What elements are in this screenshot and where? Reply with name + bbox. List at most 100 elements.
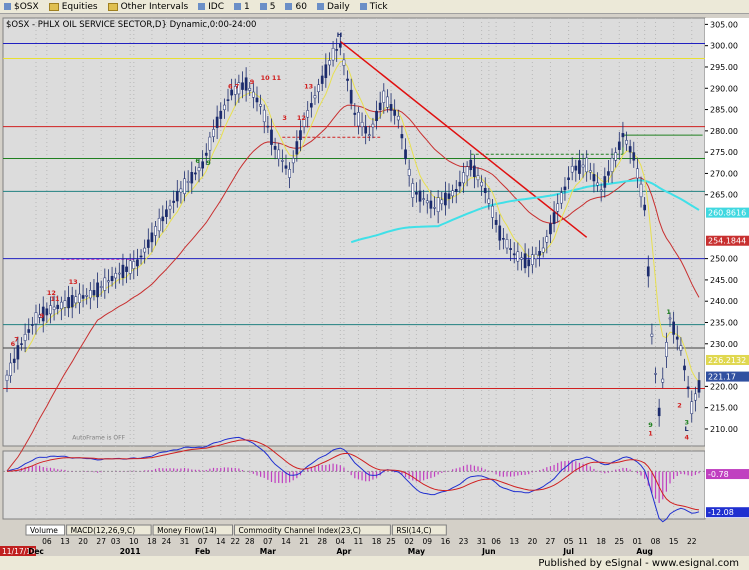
price-tick-label: 270.00 [710, 169, 738, 178]
candle [161, 216, 165, 222]
study-tab[interactable]: RSI(14,C) [391, 524, 447, 536]
interval-tick-button[interactable]: Tick [359, 2, 388, 12]
candle [165, 209, 168, 217]
candle [527, 259, 531, 267]
price-tick-label: 275.00 [710, 148, 738, 157]
publisher-label: Published by eSignal - www.esignal.com [538, 557, 739, 569]
price-tick-label: 210.00 [710, 425, 738, 434]
folder-icon [107, 2, 118, 11]
date-label-bg [0, 546, 36, 556]
candle [672, 321, 675, 335]
study-tab-bg [234, 524, 391, 536]
x-tick-label: 28 [245, 537, 255, 546]
interval-60-button[interactable]: 60 [285, 2, 307, 12]
candle [16, 345, 20, 360]
x-tick-label: 18 [147, 537, 157, 546]
candle [393, 109, 397, 116]
candle [386, 96, 389, 108]
price-tick-label: 220.00 [710, 382, 738, 391]
equities-label: Equities [61, 1, 98, 12]
x-tick-label: 27 [96, 537, 106, 546]
candle [545, 236, 549, 243]
study-tab[interactable]: MACD(12,26,9,C) [66, 524, 152, 536]
interval-1-button[interactable]: 1 [234, 2, 250, 12]
price-marker-label: 226.2132 [708, 356, 746, 365]
candle [686, 386, 690, 390]
candle [34, 312, 38, 325]
price-tick-label: 245.00 [710, 276, 738, 285]
candle [320, 75, 324, 84]
other-intervals-menu[interactable]: Other Intervals [107, 2, 188, 12]
candle [114, 273, 118, 279]
candle [505, 239, 509, 249]
candle [146, 239, 150, 248]
annotation-label: 3 [685, 419, 690, 427]
interval-idc-button[interactable]: IDC [198, 2, 224, 12]
candle [273, 146, 277, 150]
candle [607, 171, 610, 176]
x-tick-label: 16 [441, 537, 451, 546]
x-tick-label: 18 [596, 537, 606, 546]
x-tick-label: Mar [260, 547, 277, 556]
candle [63, 300, 67, 308]
status-bar: Published by eSignal - www.esignal.com [0, 556, 749, 570]
candle [331, 48, 335, 61]
candle [183, 178, 186, 194]
candle [219, 110, 223, 119]
x-tick-label: 25 [615, 537, 625, 546]
interval-icon [285, 3, 293, 10]
candle [281, 160, 284, 162]
study-tab-label: MACD(12,26,9,C) [71, 526, 136, 535]
candle [596, 182, 599, 186]
x-tick-label: 06 [42, 537, 52, 546]
candle [103, 277, 107, 291]
candle [360, 121, 364, 127]
equities-menu[interactable]: Equities [48, 1, 98, 12]
price-marker [706, 207, 749, 218]
annotation-label: 6 [195, 157, 200, 165]
interval-5-button[interactable]: 5 [259, 2, 275, 12]
candle [418, 190, 422, 202]
candle [425, 200, 429, 204]
annotation-label: H [337, 31, 342, 39]
candle [197, 167, 201, 172]
candle [614, 152, 618, 161]
study-tab[interactable]: Commodity Channel Index(23,C) [234, 524, 391, 536]
candle [592, 174, 596, 182]
candle [603, 176, 607, 188]
study-tab[interactable]: Money Flow(14) [152, 524, 234, 536]
x-tick-label: Apr [337, 547, 352, 556]
interval-daily-button[interactable]: Daily [316, 2, 350, 12]
candle [335, 49, 339, 51]
chart-title: $OSX - PHLX OIL SERVICE SECTOR,D} Dynami… [6, 20, 256, 30]
price-tick-label: 300.00 [710, 42, 738, 51]
candle [657, 407, 661, 417]
x-tick-label: 07 [263, 537, 273, 546]
candle [136, 259, 139, 267]
candle [444, 192, 447, 206]
candle [266, 125, 270, 128]
candle [375, 110, 378, 122]
candle [371, 123, 375, 128]
symbol-field[interactable]: $OSX [4, 2, 39, 12]
candle [67, 297, 70, 309]
candle [665, 342, 668, 357]
candle [346, 78, 349, 81]
candle [259, 104, 262, 107]
candle [509, 248, 512, 250]
study-tab[interactable]: Volume [25, 524, 66, 536]
candle [328, 60, 331, 66]
folder-icon [48, 2, 59, 11]
candle [132, 261, 136, 269]
candle [150, 232, 154, 243]
candle [353, 112, 357, 115]
candle [483, 187, 487, 193]
candle [230, 89, 233, 96]
study-tab-label: RSI(14,C) [396, 526, 431, 535]
candle [628, 146, 632, 153]
study-tab-bg [66, 524, 152, 536]
candle [313, 95, 317, 99]
candle [389, 104, 393, 111]
price-chart[interactable]: $OSX - PHLX OIL SERVICE SECTOR,D} Dynami… [0, 14, 749, 556]
candle [70, 295, 74, 308]
